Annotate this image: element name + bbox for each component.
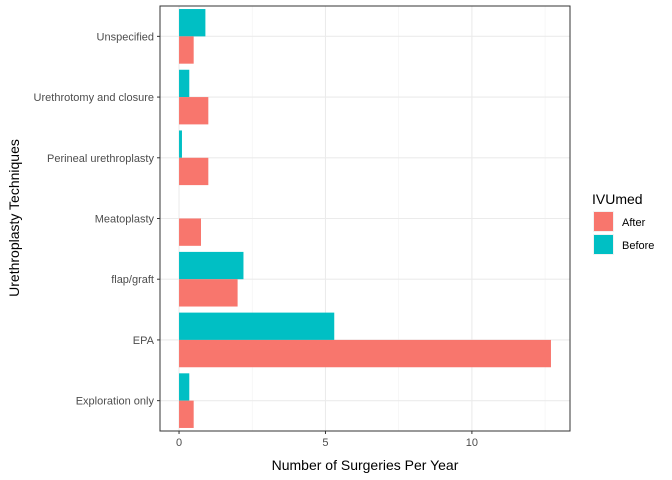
bar-before (179, 251, 244, 280)
bar-before (179, 130, 182, 158)
bar-after (179, 157, 209, 186)
y-tick-label: Perineal urethroplasty (47, 153, 155, 165)
bar-after (179, 97, 209, 125)
bar-after (179, 36, 194, 64)
bars-layer (179, 9, 551, 428)
x-axis-title: Number of Surgeries Per Year (272, 457, 459, 473)
bar-after (179, 279, 238, 307)
y-tick-label: EPA (133, 335, 155, 347)
legend-label: Before (622, 240, 654, 252)
y-tick-label: Urethrotomy and closure (34, 92, 154, 104)
y-axis: Unspecified Urethrotomy and closure Perine… (34, 31, 160, 408)
legend-swatch (594, 235, 613, 254)
y-tick-label: Exploration only (76, 396, 155, 408)
legend: IVUmed After Before (592, 191, 654, 255)
bar-before (179, 9, 206, 37)
x-axis: 0 5 10 (176, 431, 478, 449)
bar-after (179, 400, 194, 428)
y-tick-label: Meatoplasty (95, 214, 155, 226)
bar-before (179, 69, 190, 98)
bar-before (179, 312, 335, 340)
legend-items: After Before (593, 211, 654, 255)
legend-swatch (594, 212, 613, 231)
bar-after (179, 218, 201, 246)
legend-label: After (622, 217, 646, 229)
y-axis-title: Urethroplasty Techniques (6, 139, 22, 297)
y-tick-label: Unspecified (97, 31, 154, 43)
x-tick-label: 0 (176, 437, 182, 449)
bar-after (179, 339, 551, 368)
x-tick-label: 10 (466, 437, 478, 449)
y-tick-label: flap/graft (111, 274, 154, 286)
bar-before (179, 373, 190, 401)
legend-title: IVUmed (592, 191, 643, 207)
x-tick-label: 5 (322, 437, 328, 449)
